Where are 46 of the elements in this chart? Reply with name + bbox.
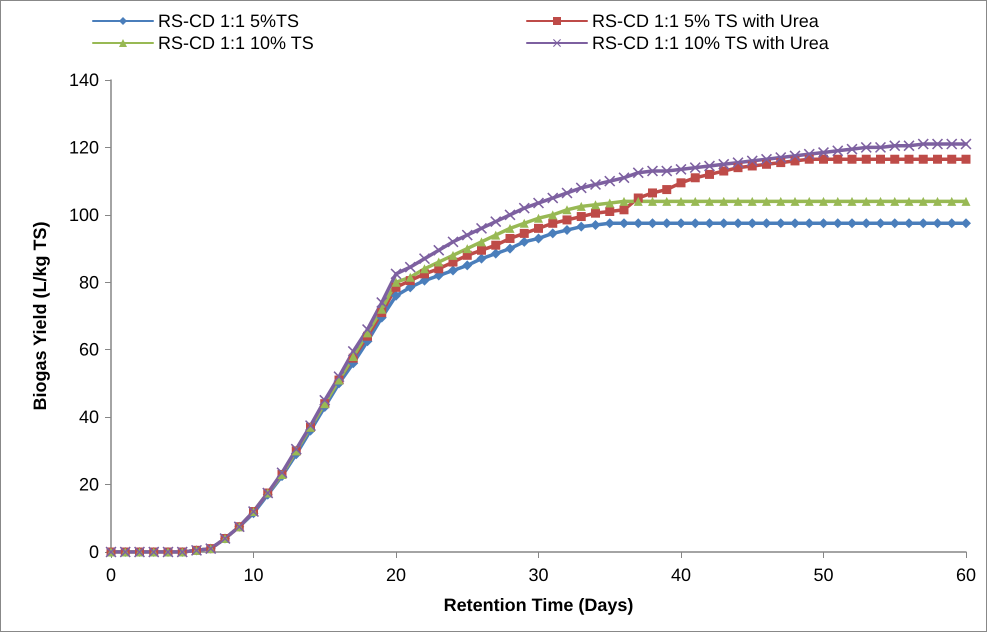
x-tick-label: 60 xyxy=(956,565,976,585)
y-tick-label: 140 xyxy=(68,70,99,90)
y-tick-label: 120 xyxy=(68,137,99,158)
y-tick-label: 0 xyxy=(88,542,99,562)
point xyxy=(704,218,714,228)
point xyxy=(534,233,544,244)
point xyxy=(733,218,743,228)
point xyxy=(391,290,401,301)
y-tick-label: 80 xyxy=(78,272,99,292)
point xyxy=(790,218,800,228)
legend-label: RS-CD 1:1 10% TS with Urea xyxy=(592,33,830,53)
point xyxy=(576,222,586,232)
x-axis-title: Retention Time (Days) xyxy=(444,595,634,615)
y-tick-label: 20 xyxy=(78,474,99,495)
point xyxy=(648,218,658,228)
x-tick-label: 0 xyxy=(106,565,116,585)
point xyxy=(876,218,886,228)
point xyxy=(932,218,942,228)
point xyxy=(548,228,558,238)
point xyxy=(476,254,486,264)
point xyxy=(590,220,600,230)
point xyxy=(490,248,501,259)
legend-label: RS-CD 1:1 5% TS with Urea xyxy=(592,11,820,31)
point xyxy=(904,218,914,228)
y-tick-label: 40 xyxy=(78,407,99,428)
point xyxy=(448,265,458,276)
legend-label: RS-CD 1:1 10% TS xyxy=(158,33,314,53)
x-tick-label: 40 xyxy=(670,565,692,585)
point xyxy=(961,218,971,228)
legend-label: RS-CD 1:1 5%TS xyxy=(158,11,300,31)
point xyxy=(562,225,572,236)
y-axis-title: Biogas Yield (L/kg TS) xyxy=(30,221,50,411)
x-tick-label: 30 xyxy=(528,565,549,585)
point xyxy=(619,218,629,228)
point xyxy=(676,218,686,228)
x-tick-label: 10 xyxy=(243,565,264,585)
point xyxy=(519,236,530,247)
y-tick-label: 100 xyxy=(68,204,99,225)
point xyxy=(847,218,857,228)
point xyxy=(818,218,828,228)
x-tick-label: 50 xyxy=(813,565,834,585)
point xyxy=(762,218,772,228)
point xyxy=(505,244,515,254)
x-tick-label: 20 xyxy=(386,565,406,585)
point xyxy=(462,260,472,270)
y-tick-label: 60 xyxy=(78,340,99,360)
